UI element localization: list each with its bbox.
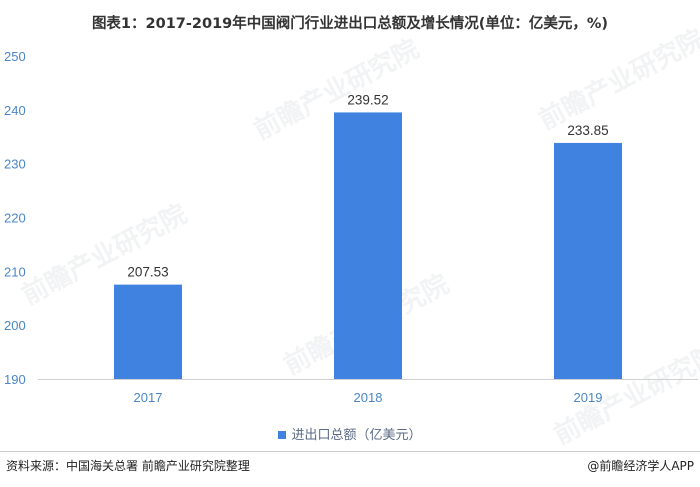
footer-divider [0, 451, 700, 452]
x-tick-label: 2017 [134, 390, 163, 405]
data-label: 207.53 [127, 265, 168, 280]
bar [334, 112, 402, 380]
y-tick-label: 250 [4, 49, 26, 64]
bar [114, 284, 182, 379]
y-tick-label: 190 [4, 372, 26, 387]
watermark-text: 前瞻产业研究院 [534, 23, 700, 136]
x-tick-label: 2018 [354, 390, 383, 405]
y-tick-label: 220 [4, 211, 26, 226]
brand-credit: @前瞻经济学人APP [587, 459, 694, 473]
chart-title: 图表1：2017-2019年中国阀门行业进出口总额及增长情况(单位：亿美元，%) [91, 16, 609, 32]
x-tick-label: 2019 [574, 390, 603, 405]
legend-swatch [278, 430, 287, 439]
legend-label: 进出口总额（亿美元） [291, 428, 422, 443]
y-tick-label: 210 [4, 264, 26, 279]
y-tick-label: 240 [4, 103, 26, 118]
bar [554, 142, 622, 379]
y-tick-label: 200 [4, 318, 26, 333]
footer: 资料来源：中国海关总署 前瞻产业研究院整理 @前瞻经济学人APP [6, 457, 694, 475]
data-label: 233.85 [567, 123, 608, 138]
source-note: 资料来源：中国海关总署 前瞻产业研究院整理 [6, 459, 250, 473]
legend: 进出口总额（亿美元） [0, 424, 700, 443]
data-label: 239.52 [347, 92, 388, 107]
y-tick-label: 230 [4, 157, 26, 172]
